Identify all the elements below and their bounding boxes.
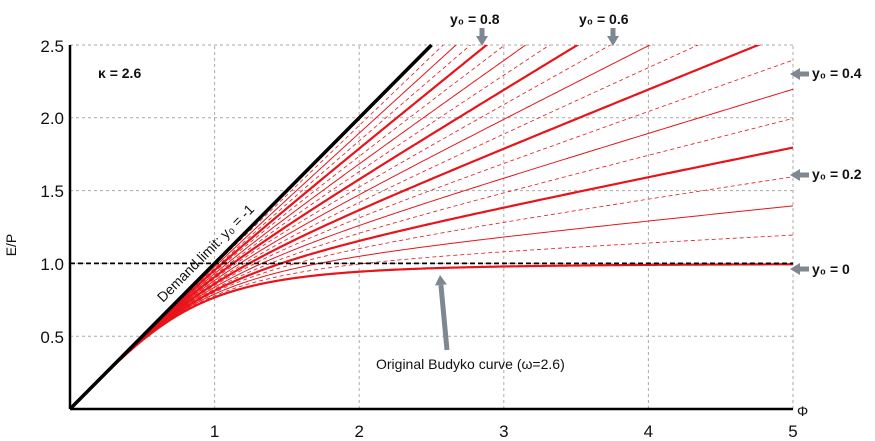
demand-limit-line [68, 43, 433, 411]
series-line [70, 45, 651, 409]
curves [70, 45, 793, 410]
y-tick-label: 1.5 [40, 182, 64, 201]
x-tick-label: 2 [354, 422, 363, 441]
y-tick-label: 2.0 [40, 109, 64, 128]
series-line [70, 45, 444, 409]
series-line [70, 45, 762, 410]
y0-0.6-arrow [607, 28, 619, 46]
y0-0-arrow [790, 263, 809, 275]
x-axis-title: Φ [797, 403, 808, 419]
x-tick-label: 5 [788, 422, 797, 441]
y0-0.4-arrow [790, 68, 809, 80]
y0-label-0.4: y₀ = 0.4 [812, 65, 862, 81]
gridlines [70, 44, 794, 409]
series-line [70, 176, 793, 409]
series-line [70, 45, 700, 409]
kappa-label: κ = 2.6 [98, 65, 141, 81]
y-tick-label: 0.5 [40, 328, 64, 347]
x-tick-label: 4 [644, 422, 653, 441]
overlays [68, 28, 809, 411]
series-line [70, 88, 793, 409]
y-axis-title: E/P [3, 234, 19, 257]
series-line [70, 146, 793, 410]
series-line [70, 45, 580, 410]
budyko-curve-arrow [434, 275, 450, 351]
series-line [70, 45, 612, 409]
y0-label-0.2: y₀ = 0.2 [812, 166, 862, 182]
series-line [70, 45, 489, 410]
series-line [70, 45, 472, 409]
series-line [70, 205, 793, 409]
series-line [70, 45, 527, 409]
series-line [70, 263, 793, 410]
y0-label-0: y₀ = 0 [812, 261, 850, 277]
series-line [70, 45, 551, 409]
x-tick-label: 3 [499, 422, 508, 441]
y0-0.2-arrow [790, 169, 809, 181]
x-tick-label: 1 [210, 422, 219, 441]
y0-label-0.8: y₀ = 0.8 [450, 11, 500, 27]
series-line [70, 45, 457, 409]
series-line [70, 118, 793, 409]
series-line [70, 234, 793, 409]
y-tick-label: 1.0 [40, 255, 64, 274]
series-line [70, 45, 506, 409]
budyko-curve-label: Original Budyko curve (ω=2.6) [376, 356, 565, 372]
y0-label-0.6: y₀ = 0.6 [579, 11, 629, 27]
y0-0.8-arrow [476, 28, 488, 46]
y-tick-label: 2.5 [40, 37, 64, 56]
